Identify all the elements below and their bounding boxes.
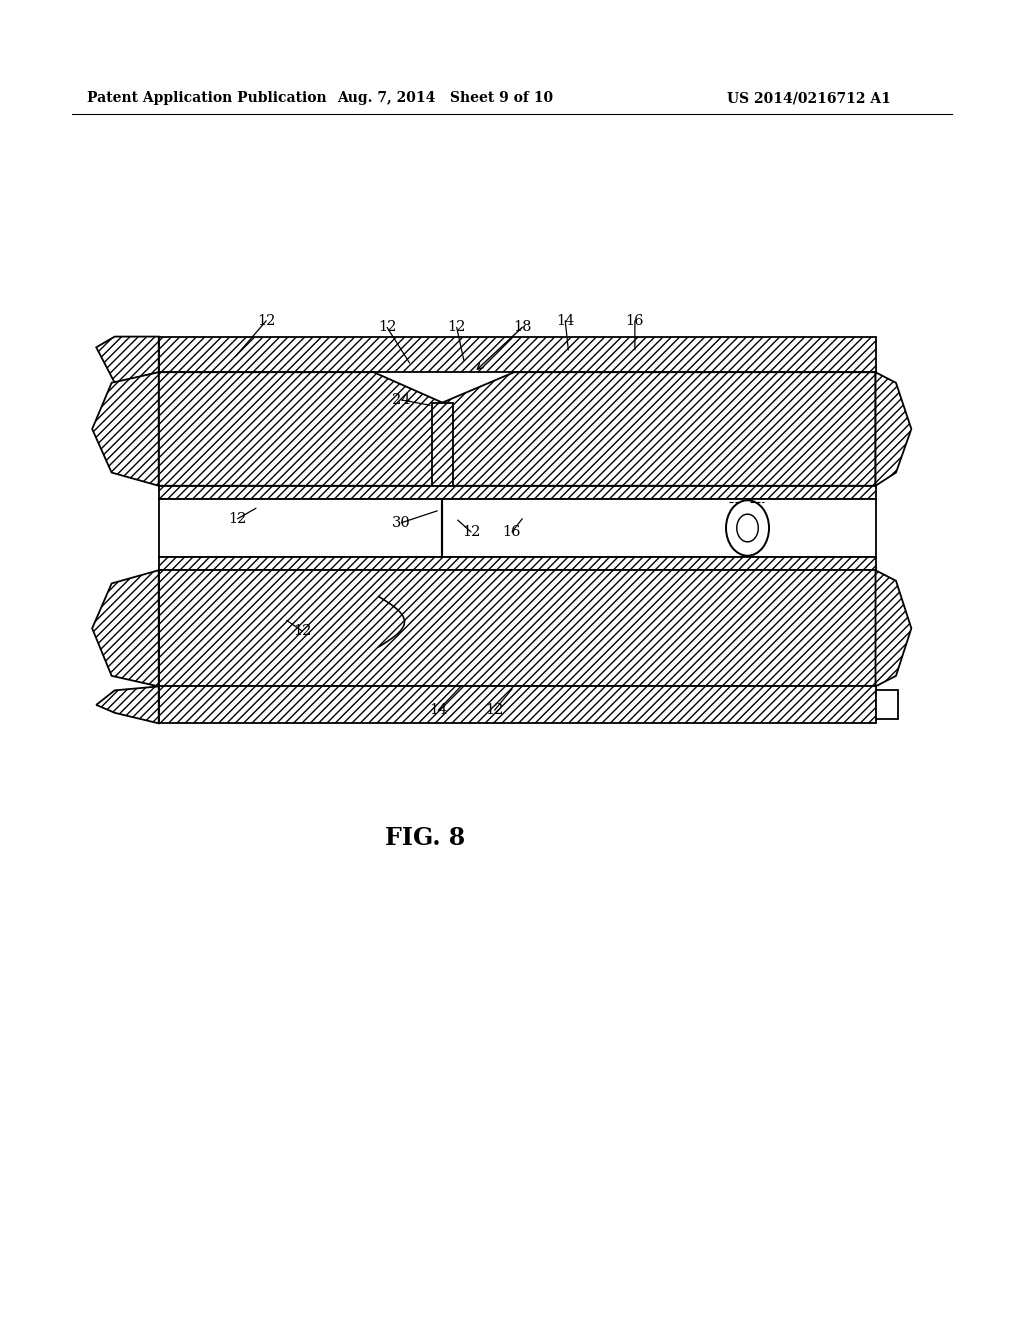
Polygon shape bbox=[432, 403, 453, 486]
Polygon shape bbox=[159, 686, 876, 723]
Text: FIG. 8: FIG. 8 bbox=[385, 826, 465, 850]
Polygon shape bbox=[159, 570, 876, 686]
Polygon shape bbox=[159, 372, 442, 486]
Text: 18: 18 bbox=[513, 321, 531, 334]
Text: 12: 12 bbox=[485, 704, 504, 717]
Text: 12: 12 bbox=[257, 314, 275, 327]
Polygon shape bbox=[92, 570, 159, 686]
Bar bbox=[159, 499, 876, 557]
Text: 12: 12 bbox=[462, 525, 480, 539]
Polygon shape bbox=[159, 557, 876, 570]
Polygon shape bbox=[96, 337, 159, 383]
Text: 12: 12 bbox=[378, 321, 396, 334]
Text: US 2014/0216712 A1: US 2014/0216712 A1 bbox=[727, 91, 891, 106]
Bar bbox=[876, 690, 898, 719]
Text: 24: 24 bbox=[392, 393, 411, 407]
Text: 30: 30 bbox=[392, 516, 411, 529]
Text: 14: 14 bbox=[556, 314, 574, 327]
Text: 16: 16 bbox=[503, 525, 521, 539]
Text: Patent Application Publication: Patent Application Publication bbox=[87, 91, 327, 106]
Polygon shape bbox=[159, 337, 876, 372]
Text: Aug. 7, 2014   Sheet 9 of 10: Aug. 7, 2014 Sheet 9 of 10 bbox=[337, 91, 554, 106]
Polygon shape bbox=[876, 372, 911, 486]
Polygon shape bbox=[96, 686, 159, 723]
Polygon shape bbox=[876, 570, 911, 686]
Text: 16: 16 bbox=[626, 314, 644, 327]
Text: 12: 12 bbox=[293, 624, 311, 638]
Polygon shape bbox=[442, 372, 876, 486]
Polygon shape bbox=[92, 372, 159, 486]
Text: 14: 14 bbox=[429, 704, 447, 717]
Text: 12: 12 bbox=[447, 321, 466, 334]
Text: 12: 12 bbox=[228, 512, 247, 525]
Polygon shape bbox=[159, 486, 876, 499]
